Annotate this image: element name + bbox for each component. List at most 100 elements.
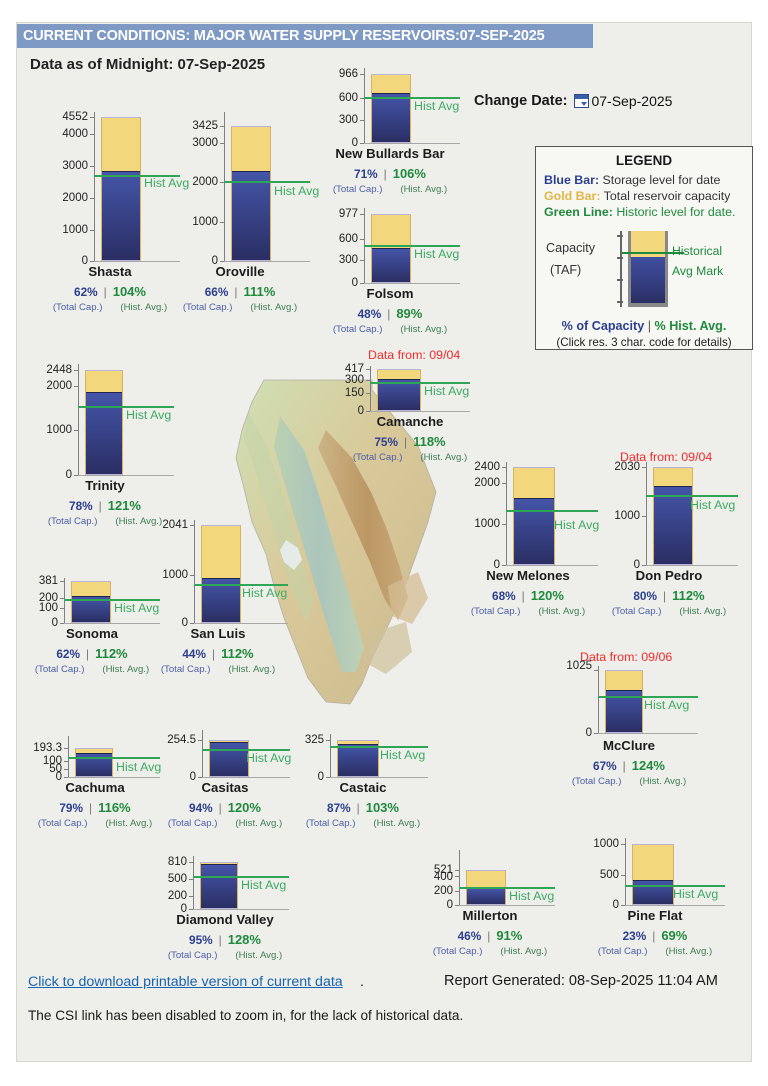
tick-label: 1025 <box>566 660 592 672</box>
reservoir-name[interactable]: Camanche <box>376 414 444 429</box>
calendar-icon[interactable] <box>574 94 590 108</box>
historic-avg-line <box>194 584 288 586</box>
capacity-bar[interactable] <box>513 467 555 565</box>
capacity-bar[interactable] <box>75 748 113 777</box>
reservoir-name[interactable]: Shasta <box>88 264 132 279</box>
percent-row: 62% | 104% <box>40 284 180 299</box>
capacity-bar[interactable] <box>200 862 238 909</box>
data-from-note: Data from: 09/04 <box>368 348 461 362</box>
percent-row: 80% | 112% <box>594 588 744 603</box>
capacity-bar[interactable] <box>201 525 241 623</box>
pct-separator: | <box>652 929 656 943</box>
reservoir-mcclure[interactable]: Data from: 09/06 1025 0 Hist Avg McClure… <box>558 650 708 787</box>
reservoir-pine-flat[interactable]: 1000 500 0 Hist Avg Pine Flat 23% | 69% (T… <box>575 838 735 957</box>
change-date-control[interactable]: Change Date : 07-Sep-2025 <box>474 93 672 109</box>
reservoir-name[interactable]: New Melones <box>486 568 570 583</box>
reservoir-cachuma[interactable]: 193.3 100 50 0 Hist Avg Cachuma 79% | 116%… <box>20 736 170 829</box>
capacity-bar[interactable] <box>85 370 123 475</box>
caption-row: (Total Cap.) (Hist. Avg.) <box>145 950 305 961</box>
pct-hist: 112% <box>221 646 254 661</box>
legend-diagram: Capacity (TAF) Historical Avg Mark <box>544 225 744 317</box>
reservoir-name[interactable]: Castaic <box>339 780 387 795</box>
reservoir-don-pedro[interactable]: Data from: 09/04 2030 1000 0 Hist Avg Do… <box>598 450 748 617</box>
reservoir-name[interactable]: Casitas <box>201 780 249 795</box>
tick-label: 200 <box>433 885 453 897</box>
percent-row: 48% | 89% <box>312 306 468 321</box>
reservoir-sonoma[interactable]: 381 200 100 0 Hist Avg Sonoma 62% | 112% (… <box>22 575 162 675</box>
total-cap-caption: (Total Cap.) <box>34 664 85 675</box>
reservoir-name[interactable]: McClure <box>602 738 656 753</box>
capacity-bar[interactable] <box>71 581 111 623</box>
hist-avg-label: Hist Avg <box>144 176 190 190</box>
capacity-bar[interactable] <box>605 670 643 733</box>
tick-label: 2000 <box>62 192 88 204</box>
tick-label: 1000 <box>614 510 640 522</box>
storage-fill <box>378 379 420 410</box>
hist-avg-label: Hist Avg <box>690 498 736 512</box>
reservoir-diamond-valley[interactable]: 810 500 200 0 Hist Avg Diamond Valley 95… <box>145 856 305 961</box>
capacity-bar[interactable] <box>371 74 411 143</box>
reservoir-name[interactable]: Pine Flat <box>627 908 683 923</box>
tick-label: 150 <box>344 387 364 399</box>
storage-fill <box>232 171 270 260</box>
data-as-of-subtitle: Data as of Midnight: 07-Sep-2025 <box>30 56 266 73</box>
legend-sample-bar <box>628 231 668 307</box>
map-central-valley <box>274 416 364 672</box>
capacity-bar[interactable] <box>231 126 271 261</box>
capacity-bar[interactable] <box>101 117 141 261</box>
caption-row: (Total Cap.) (Hist. Avg.) <box>415 946 565 957</box>
download-printable-link[interactable]: Click to download printable version of c… <box>28 974 343 990</box>
reservoir-name[interactable]: Diamond Valley <box>176 912 274 927</box>
tick-label: 0 <box>211 255 218 267</box>
total-cap-caption: (Total Cap.) <box>332 324 383 335</box>
percent-row: 44% | 112% <box>148 646 288 661</box>
data-from-note: Data from: 09/06 <box>580 650 673 664</box>
tick-label: 200 <box>167 890 187 902</box>
reservoir-name[interactable]: Millerton <box>462 908 518 923</box>
hist-avg-label: Hist Avg <box>116 760 162 774</box>
tick-label: 2030 <box>614 461 640 473</box>
reservoir-name[interactable]: Cachuma <box>65 780 125 795</box>
pct-separator: | <box>663 589 667 603</box>
reservoir-camanche[interactable]: Data from: 09/04 417 300 150 0 Hist Avg … <box>330 348 490 463</box>
total-cap-caption: (Total Cap.) <box>597 946 648 957</box>
reservoir-oroville[interactable]: 3425 3000 2000 1000 0 Hist Avg Oroville … <box>170 112 319 313</box>
reservoir-name[interactable]: New Bullards Bar <box>335 146 445 161</box>
reservoir-folsom[interactable]: 977 600 300 0 Hist Avg Folsom 48% | 89% (T… <box>320 208 460 335</box>
reservoir-new-melones[interactable]: 2400 2000 1000 0 Hist Avg New Melones 68… <box>458 461 599 617</box>
storage-fill <box>102 171 140 260</box>
reservoir-name[interactable]: San Luis <box>190 626 246 641</box>
reservoir-trinity[interactable]: 2448 2000 1000 0 Hist Avg Trinity 78% | 12… <box>30 364 180 527</box>
legend-value-blue-bar: Storage level for date <box>602 173 721 187</box>
caption-row: (Total Cap.) (Hist. Avg.) <box>30 516 180 527</box>
download-link-period: . <box>360 974 364 990</box>
reservoir-name[interactable]: Trinity <box>85 478 125 493</box>
legend-hist-line2: Avg Mark <box>672 264 724 278</box>
reservoir-new-bullards-bar[interactable]: 966 600 300 0 Hist Avg New Bullards Bar … <box>320 68 460 195</box>
reservoir-casitas[interactable]: 254.5 0 Hist Avg Casitas 94% | 120% (Total… <box>150 730 300 829</box>
historic-avg-line <box>94 175 180 177</box>
reservoir-name[interactable]: Folsom <box>366 286 414 301</box>
reservoir-shasta[interactable]: 4552 4000 3000 2000 1000 0 Hist Avg Shas… <box>40 111 189 313</box>
capacity-bar[interactable] <box>209 740 249 777</box>
reservoir-san-luis[interactable]: 2041 1000 0 Hist Avg San Luis 44% | 112% (… <box>148 519 288 675</box>
storage-fill <box>201 864 237 908</box>
hist-avg-label: Hist Avg <box>114 601 160 615</box>
capacity-bar[interactable] <box>653 467 693 565</box>
reservoir-name[interactable]: Sonoma <box>65 626 119 641</box>
legend-capacity-label: Capacity <box>546 241 595 255</box>
reservoir-castaic[interactable]: 325 0 Hist Avg Castaic 87% | 103% (Total C… <box>288 734 438 829</box>
pct-hist: 124% <box>631 758 665 773</box>
reservoir-millerton[interactable]: 521 400 200 0 Hist Avg Millerton 46% | 91%… <box>415 850 565 957</box>
capacity-bar[interactable] <box>371 214 411 283</box>
pct-capacity: 68% <box>492 589 516 603</box>
tick-label: 3000 <box>62 160 88 172</box>
capacity-bar[interactable] <box>632 844 674 905</box>
total-cap-caption: (Total Cap.) <box>182 302 233 313</box>
reservoir-name[interactable]: Don Pedro <box>635 568 703 583</box>
hist-avg-label: Hist Avg <box>246 751 292 765</box>
capacity-bar[interactable] <box>377 369 421 411</box>
change-date-value[interactable]: 07-Sep-2025 <box>591 93 673 109</box>
legend-box: LEGEND Blue Bar: Storage level for date … <box>535 146 753 350</box>
reservoir-name[interactable]: Oroville <box>215 264 265 279</box>
